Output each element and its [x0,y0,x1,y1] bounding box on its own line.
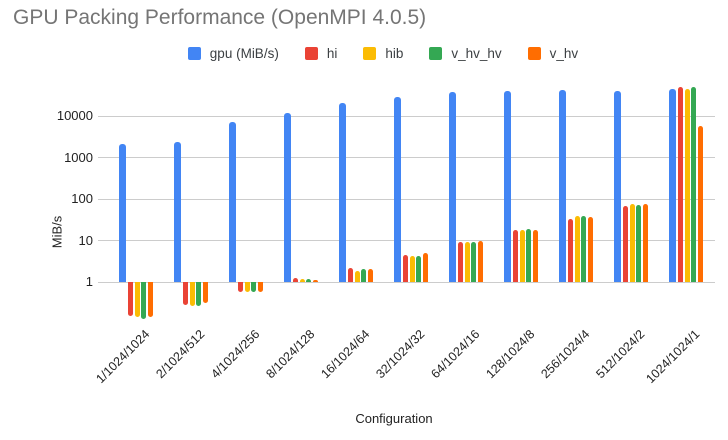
y-tick-label: 1 [85,274,93,289]
bar-v_hv_hv-128/1024/8[interactable] [526,228,531,282]
bar-hib-64/1024/16[interactable] [464,242,470,282]
bar-hi-512/1024/2[interactable] [622,206,628,282]
x-tick-label-64/1024/16: 64/1024/16 [428,327,483,382]
gridline-10 [98,240,715,242]
legend-label: gpu (MiB/s) [209,46,279,61]
bar-v_hv-128/1024/8[interactable] [532,229,538,282]
bar-gpu (MiB/s)-512/1024/2[interactable] [614,90,621,282]
x-tick-label-2/1024/512: 2/1024/512 [153,327,208,382]
bar-v_hv_hv-64/1024/16[interactable] [471,242,476,282]
bar-gpu (MiB/s)-4/1024/256[interactable] [229,121,236,282]
legend-item-v_hv_hv[interactable]: v_hv_hv [429,46,502,61]
legend-swatch-icon [304,47,318,60]
y-tick-label: 1000 [64,149,93,165]
bar-v_hv-32/1024/32[interactable] [422,253,428,282]
bar-gpu (MiB/s)-8/1024/128[interactable] [284,113,291,282]
x-tick-label-4/1024/256: 4/1024/256 [208,327,263,382]
bar-v_hv_hv-1/1024/1024[interactable] [141,282,146,319]
legend-item-hib[interactable]: hib [363,46,403,61]
chart-title: GPU Packing Performance (OpenMPI 4.0.5) [13,6,427,29]
legend-swatch-icon [527,47,541,60]
legend-swatch-icon [363,47,377,60]
y-tick-label: 100 [71,191,93,207]
bar-hib-512/1024/2[interactable] [629,203,635,282]
bar-v_hv_hv-32/1024/32[interactable] [416,255,421,282]
x-tick-label-512/1024/2: 512/1024/2 [593,327,648,382]
bar-v_hv_hv-16/1024/64[interactable] [361,268,366,282]
bar-gpu (MiB/s)-64/1024/16[interactable] [449,91,456,282]
x-tick-label-8/1024/128: 8/1024/128 [263,327,318,382]
bar-hib-2/1024/512[interactable] [189,282,195,306]
bar-gpu (MiB/s)-2/1024/512[interactable] [174,141,181,282]
x-axis-title: Configuration [355,411,433,426]
bar-v_hv_hv-512/1024/2[interactable] [636,205,641,282]
bar-v_hv-1/1024/1024[interactable] [147,282,153,318]
x-tick-label-1024/1024/1: 1024/1024/1 [643,327,703,387]
gridline-100 [98,198,715,200]
bar-hib-1024/1024/1[interactable] [684,89,690,282]
bar-v_hv_hv-2/1024/512[interactable] [196,282,201,306]
bar-v_hv_hv-8/1024/128[interactable] [306,279,311,282]
legend-label: v_hv [549,46,579,61]
bar-gpu (MiB/s)-256/1024/4[interactable] [559,89,566,282]
bar-hib-256/1024/4[interactable] [574,216,580,282]
legend-item-v_hv[interactable]: v_hv [527,46,579,61]
gridline-10000 [98,115,715,117]
bar-v_hv_hv-4/1024/256[interactable] [251,282,256,293]
bar-hib-128/1024/8[interactable] [519,230,525,282]
legend-label: v_hv_hv [451,46,502,61]
bar-v_hv-64/1024/16[interactable] [477,241,483,282]
bar-hib-32/1024/32[interactable] [409,256,415,282]
bar-hib-1/1024/1024[interactable] [134,282,140,318]
legend-item-gpu (MiB/s)[interactable]: gpu (MiB/s) [187,46,279,61]
bar-gpu (MiB/s)-128/1024/8[interactable] [504,91,511,282]
bar-hi-64/1024/16[interactable] [457,241,463,282]
bar-hi-8/1024/128[interactable] [292,277,298,282]
bar-v_hv-16/1024/64[interactable] [367,268,373,282]
x-tick-label-128/1024/8: 128/1024/8 [483,327,538,382]
legend-label: hib [385,46,404,61]
legend-label: hi [326,46,338,61]
x-tick-label-16/1024/64: 16/1024/64 [318,327,373,382]
legend-item-hi[interactable]: hi [304,46,338,61]
bar-hib-16/1024/64[interactable] [354,271,360,282]
bar-hib-8/1024/128[interactable] [299,278,305,282]
legend-swatch-icon [187,47,201,60]
bar-hi-4/1024/256[interactable] [237,282,243,293]
bar-gpu (MiB/s)-16/1024/64[interactable] [339,102,346,282]
bar-v_hv-4/1024/256[interactable] [257,282,263,293]
bar-v_hv-256/1024/4[interactable] [587,216,593,282]
bar-hi-16/1024/64[interactable] [347,267,353,282]
bar-hi-256/1024/4[interactable] [567,218,573,282]
bar-gpu (MiB/s)-1/1024/1024[interactable] [119,144,126,282]
x-tick-label-1/1024/1024: 1/1024/1024 [93,327,153,387]
bar-hib-4/1024/256[interactable] [244,282,250,293]
legend-swatch-icon [429,47,443,60]
bar-v_hv_hv-256/1024/4[interactable] [581,216,586,282]
y-tick-label: 10000 [56,108,93,124]
bar-hi-32/1024/32[interactable] [402,254,408,282]
bar-v_hv-512/1024/2[interactable] [642,204,648,282]
bar-gpu (MiB/s)-32/1024/32[interactable] [394,96,401,282]
bar-hi-128/1024/8[interactable] [512,229,518,282]
gridline-1000 [98,157,715,159]
y-tick-label: 10 [78,232,93,248]
bar-v_hv_hv-1024/1024/1[interactable] [691,86,696,282]
bar-hi-2/1024/512[interactable] [182,282,188,305]
gridline-1 [98,281,715,283]
bar-hi-1024/1024/1[interactable] [677,87,683,282]
x-tick-label-256/1024/4: 256/1024/4 [538,327,593,382]
x-tick-label-32/1024/32: 32/1024/32 [373,327,428,382]
bar-v_hv-1024/1024/1[interactable] [697,125,703,282]
legend: gpu (MiB/s) hi hib v_hv_hv v_hv [19,46,728,61]
bar-hi-1/1024/1024[interactable] [127,282,133,317]
bar-gpu (MiB/s)-1024/1024/1[interactable] [669,89,676,282]
bar-v_hv-8/1024/128[interactable] [312,279,318,282]
bar-v_hv-2/1024/512[interactable] [202,282,208,304]
